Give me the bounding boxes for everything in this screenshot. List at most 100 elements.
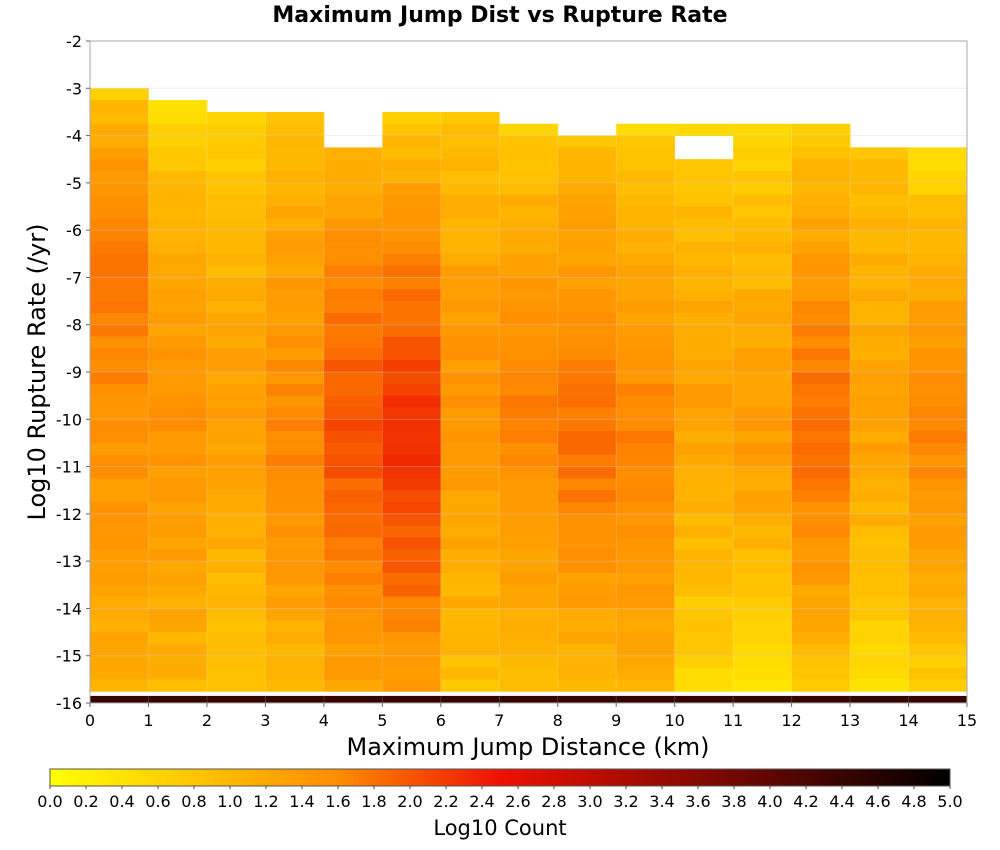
heatmap-cell bbox=[382, 135, 442, 148]
heatmap-cell bbox=[557, 572, 617, 586]
heatmap-cell bbox=[440, 206, 500, 219]
heatmap-cell bbox=[850, 679, 910, 692]
colorbar-tick-label: 3.2 bbox=[613, 792, 638, 811]
heatmap-cell bbox=[616, 312, 676, 326]
heatmap-cell bbox=[206, 324, 266, 338]
heatmap-cell bbox=[265, 135, 325, 148]
heatmap-cell bbox=[265, 632, 325, 645]
heatmap-cell bbox=[499, 561, 559, 574]
heatmap-cell bbox=[440, 679, 500, 692]
heatmap-cell bbox=[557, 549, 617, 562]
heatmap-cell bbox=[382, 695, 442, 703]
heatmap-cell bbox=[733, 171, 793, 184]
heatmap-cell bbox=[908, 383, 968, 397]
heatmap-cell bbox=[265, 218, 325, 231]
heatmap-cell bbox=[791, 667, 851, 680]
y-tick-label: -3 bbox=[66, 79, 82, 98]
heatmap-cell bbox=[908, 584, 968, 598]
heatmap-cell bbox=[908, 502, 968, 515]
heatmap-cell bbox=[323, 147, 383, 160]
heatmap-cell bbox=[733, 159, 793, 172]
heatmap-cell bbox=[733, 525, 793, 538]
heatmap-cell bbox=[206, 407, 266, 420]
heatmap-cell bbox=[557, 655, 617, 669]
heatmap-cell bbox=[206, 111, 266, 125]
heatmap-cell bbox=[90, 194, 149, 207]
heatmap-cell bbox=[791, 608, 851, 621]
heatmap-cell bbox=[908, 206, 968, 219]
heatmap-cell bbox=[674, 667, 734, 680]
heatmap-cell bbox=[90, 502, 149, 515]
heatmap-cell bbox=[499, 525, 559, 538]
heatmap-cell bbox=[791, 655, 851, 669]
y-tick-label: -10 bbox=[56, 410, 82, 429]
heatmap-cell bbox=[90, 182, 149, 196]
heatmap-cell bbox=[440, 513, 500, 527]
heatmap-cell bbox=[499, 277, 559, 290]
heatmap-cell bbox=[908, 289, 968, 302]
heatmap-cell bbox=[440, 111, 500, 125]
colorbar-tick-label: 2.2 bbox=[433, 792, 458, 811]
heatmap-cell bbox=[733, 549, 793, 562]
heatmap-cell bbox=[908, 596, 968, 609]
heatmap-cell bbox=[733, 348, 793, 361]
heatmap-cell bbox=[440, 490, 500, 503]
heatmap-cell bbox=[440, 431, 500, 444]
heatmap-cell bbox=[733, 253, 793, 267]
heatmap-cell bbox=[850, 490, 910, 503]
heatmap-cell bbox=[148, 336, 208, 349]
colorbar-label: Log10 Count bbox=[433, 816, 566, 840]
heatmap-cell bbox=[148, 253, 208, 267]
heatmap-cell bbox=[323, 525, 383, 538]
heatmap-cell bbox=[850, 513, 910, 527]
heatmap-cell bbox=[850, 655, 910, 669]
heatmap-cell bbox=[206, 360, 266, 373]
heatmap-cell bbox=[908, 490, 968, 503]
heatmap-cell bbox=[323, 442, 383, 456]
heatmap-cell bbox=[499, 431, 559, 444]
heatmap-cell bbox=[850, 324, 910, 338]
x-tick-label: 8 bbox=[553, 711, 563, 730]
heatmap-cell bbox=[616, 679, 676, 692]
heatmap-cell bbox=[382, 159, 442, 172]
heatmap-cell bbox=[908, 667, 968, 680]
heatmap-cell bbox=[908, 419, 968, 432]
heatmap-cell bbox=[206, 135, 266, 148]
heatmap-cell bbox=[265, 407, 325, 420]
heatmap-cell bbox=[206, 218, 266, 231]
heatmap-cell bbox=[382, 348, 442, 361]
heatmap-cell bbox=[90, 159, 149, 172]
heatmap-cell bbox=[148, 171, 208, 184]
heatmap-cell bbox=[791, 596, 851, 609]
heatmap-cell bbox=[499, 513, 559, 527]
heatmap-cell bbox=[382, 584, 442, 598]
heatmap-cell bbox=[440, 336, 500, 349]
heatmap-cell bbox=[908, 632, 968, 645]
heatmap-cell bbox=[382, 218, 442, 231]
heatmap-cell bbox=[616, 241, 676, 255]
plot-area bbox=[90, 88, 968, 703]
heatmap-cell bbox=[265, 182, 325, 196]
heatmap-cell bbox=[616, 655, 676, 669]
heatmap-cell bbox=[499, 502, 559, 515]
heatmap-cell bbox=[382, 419, 442, 432]
heatmap-cell bbox=[733, 442, 793, 456]
heatmap-cell bbox=[90, 679, 149, 692]
heatmap-cell bbox=[90, 348, 149, 361]
heatmap-cell bbox=[908, 194, 968, 207]
heatmap-cell bbox=[499, 123, 559, 137]
heatmap-cell bbox=[265, 620, 325, 633]
heatmap-cell bbox=[148, 478, 208, 491]
heatmap-cell bbox=[90, 360, 149, 373]
heatmap-cell bbox=[382, 395, 442, 408]
heatmap-cell bbox=[148, 230, 208, 243]
heatmap-cell bbox=[148, 643, 208, 657]
heatmap-cell bbox=[616, 336, 676, 349]
heatmap-cell bbox=[382, 561, 442, 574]
heatmap-cell bbox=[382, 206, 442, 219]
heatmap-cell bbox=[557, 643, 617, 657]
y-tick-label: -2 bbox=[66, 32, 82, 51]
heatmap-cell bbox=[791, 490, 851, 503]
heatmap-cell bbox=[499, 383, 559, 397]
